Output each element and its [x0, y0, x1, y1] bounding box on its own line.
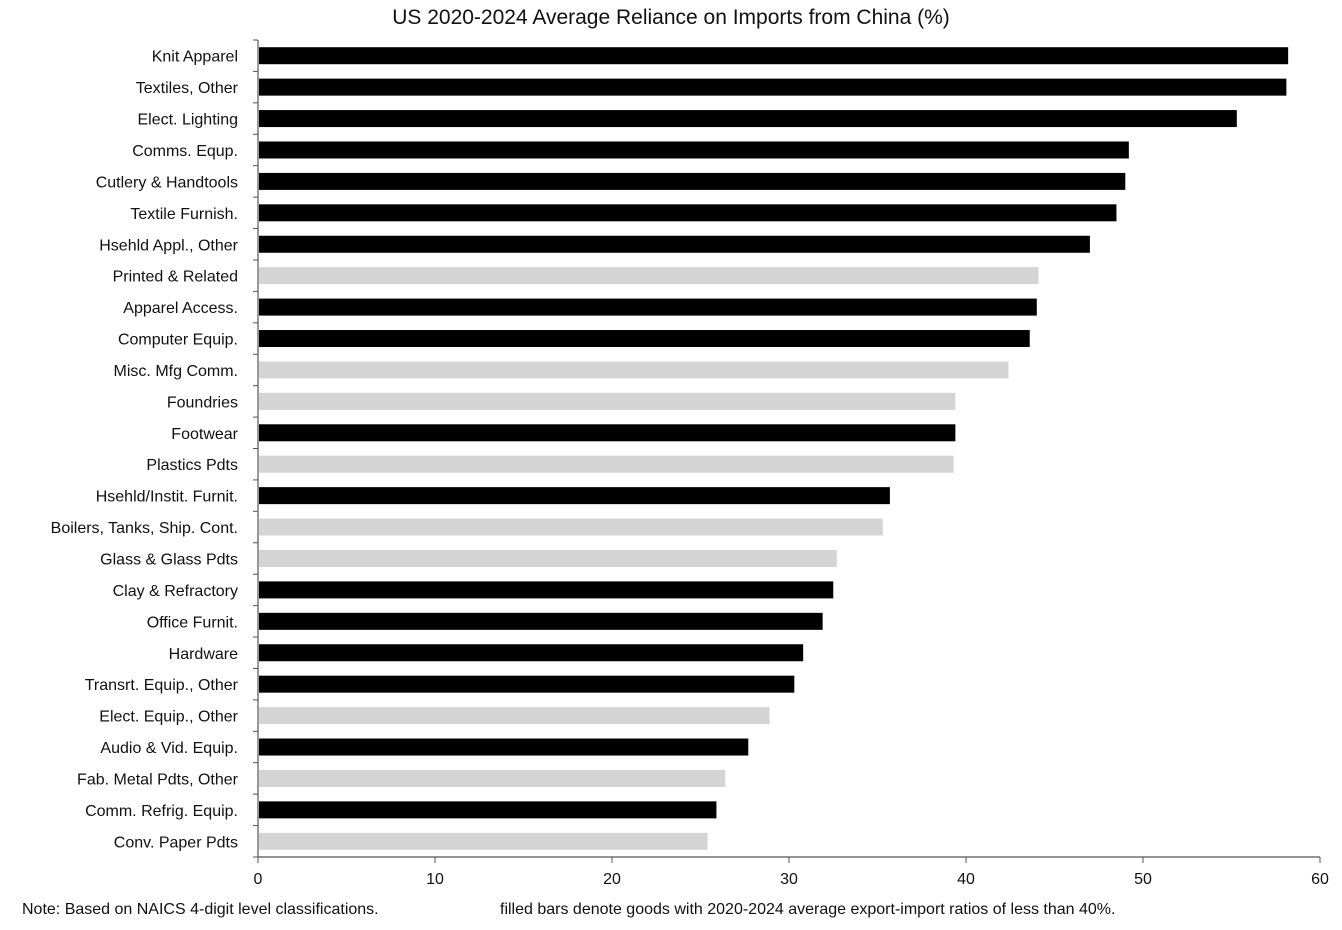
- bar: [259, 110, 1237, 128]
- category-label: Misc. Mfg Comm.: [114, 363, 238, 380]
- category-label: Office Furnit.: [147, 614, 238, 631]
- category-label: Printed & Related: [113, 269, 238, 286]
- x-tick-label: 30: [780, 871, 798, 888]
- bar: [259, 361, 1009, 379]
- category-label: Apparel Access.: [123, 300, 238, 317]
- bar: [259, 298, 1037, 316]
- x-tick-label: 40: [957, 871, 975, 888]
- category-label: Hsehld Appl., Other: [99, 237, 238, 254]
- category-label: Plastics Pdts: [146, 457, 238, 474]
- bar: [259, 172, 1126, 190]
- x-tick-label: 10: [426, 871, 444, 888]
- bar: [259, 707, 770, 725]
- category-label: Audio & Vid. Equip.: [100, 740, 238, 757]
- x-tick-label: 0: [254, 871, 263, 888]
- bar: [259, 581, 834, 599]
- category-label: Transrt. Equip., Other: [85, 677, 239, 694]
- bar: [259, 832, 708, 850]
- bar: [259, 141, 1129, 159]
- bar: [259, 78, 1287, 96]
- bar: [259, 235, 1090, 253]
- category-label: Textiles, Other: [136, 80, 239, 97]
- category-label: Elect. Equip., Other: [99, 709, 238, 726]
- bar: [259, 644, 804, 662]
- bar: [259, 518, 883, 536]
- category-label: Glass & Glass Pdts: [100, 551, 238, 568]
- category-label: Hardware: [169, 646, 238, 663]
- bar: [259, 487, 890, 505]
- category-label: Footwear: [171, 426, 238, 443]
- category-label: Conv. Paper Pdts: [114, 834, 238, 851]
- bar: [259, 455, 954, 473]
- bar: [259, 424, 956, 442]
- bar: [259, 392, 956, 410]
- category-label: Comm. Refrig. Equip.: [85, 803, 238, 820]
- bar: [259, 769, 726, 787]
- category-label: Comms. Equp.: [132, 143, 238, 160]
- bar: [259, 267, 1039, 285]
- category-label: Fab. Metal Pdts, Other: [77, 771, 239, 788]
- bar: [259, 738, 749, 756]
- category-label: Hsehld/Instit. Furnit.: [96, 489, 238, 506]
- bar: [259, 204, 1117, 222]
- chart-title: US 2020-2024 Average Reliance on Imports…: [392, 6, 950, 29]
- category-label: Textile Furnish.: [130, 206, 238, 223]
- category-label: Cutlery & Handtools: [96, 174, 238, 191]
- x-tick-label: 60: [1311, 871, 1329, 888]
- category-label: Computer Equip.: [118, 332, 238, 349]
- bar: [259, 675, 795, 693]
- bar: [259, 549, 837, 567]
- category-label: Boilers, Tanks, Ship. Cont.: [51, 520, 238, 537]
- footnote-right: filled bars denote goods with 2020-2024 …: [500, 901, 1116, 918]
- bar: [259, 801, 717, 819]
- category-label: Clay & Refractory: [113, 583, 238, 600]
- bar: [259, 612, 823, 630]
- category-label: Elect. Lighting: [137, 112, 238, 129]
- x-tick-label: 50: [1134, 871, 1152, 888]
- x-tick-label: 20: [603, 871, 621, 888]
- category-label: Foundries: [167, 394, 238, 411]
- category-label: Knit Apparel: [152, 49, 238, 66]
- bar: [259, 47, 1289, 65]
- bar: [259, 330, 1030, 348]
- footnote-left: Note: Based on NAICS 4-digit level class…: [22, 901, 379, 918]
